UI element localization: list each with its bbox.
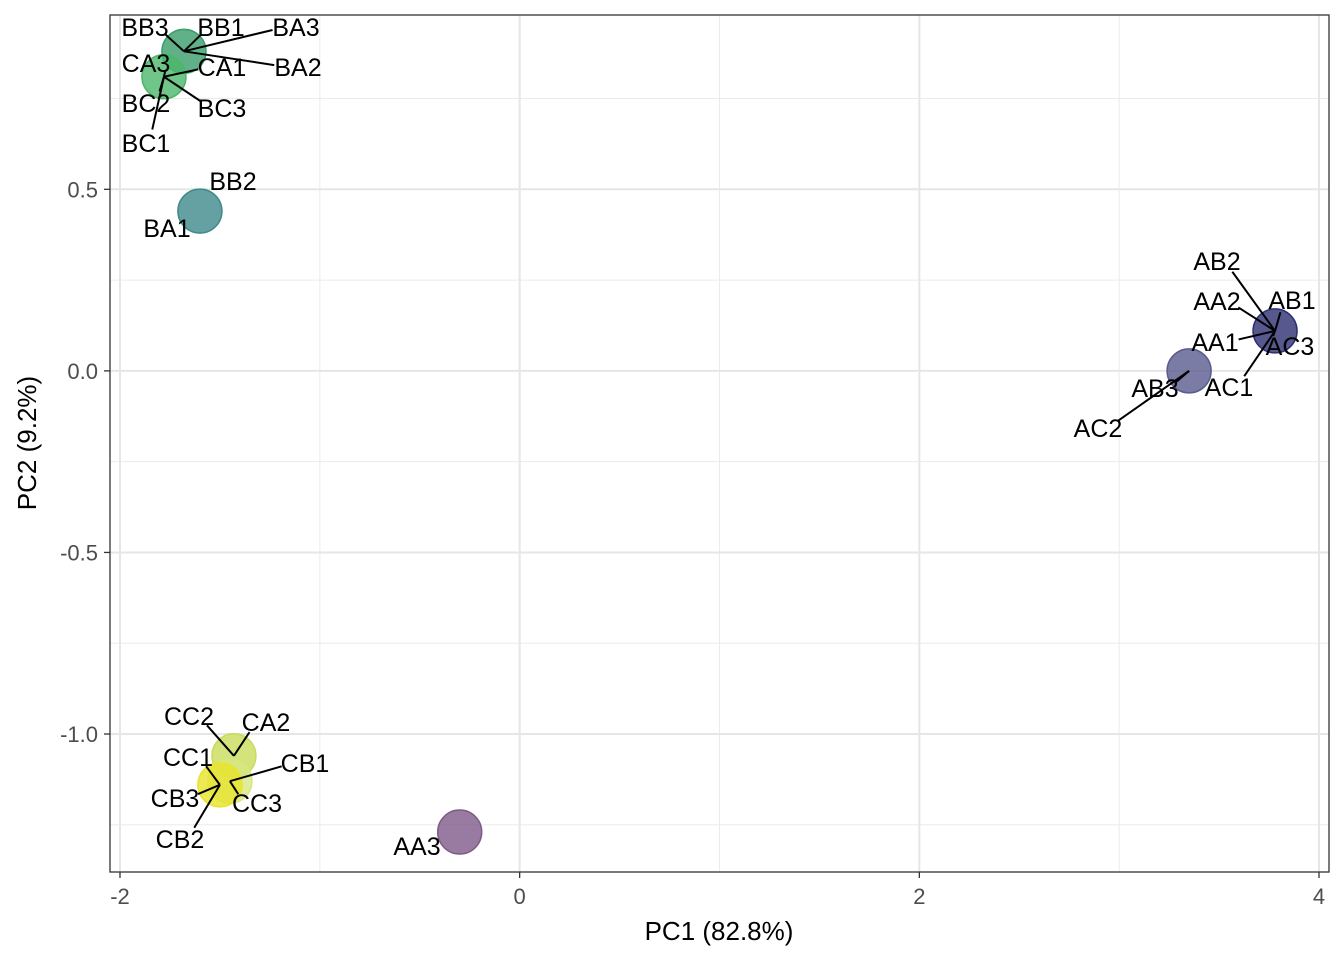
point-label-ac1: AC1	[1205, 374, 1254, 402]
point-label-cc2: CC2	[164, 703, 214, 731]
label-leader-line	[183, 28, 273, 53]
label-leader-line	[229, 780, 240, 795]
data-point	[436, 809, 483, 855]
point-label-ac2: AC2	[1074, 415, 1123, 443]
point-label-bc3: BC3	[198, 95, 247, 123]
label-leader-line	[1274, 311, 1282, 332]
point-label-aa1: AA1	[1191, 329, 1238, 357]
label-leader-line	[183, 50, 275, 67]
point-label-cc1: CC1	[163, 744, 213, 772]
label-leader-line	[183, 33, 202, 53]
data-point	[177, 188, 223, 234]
point-label-ab1: AB1	[1268, 287, 1315, 315]
panel-border	[109, 14, 1330, 873]
label-leader-line	[151, 76, 165, 130]
label-leader-line	[233, 731, 251, 757]
point-label-cb1: CB1	[281, 750, 330, 778]
label-leader-line	[1238, 329, 1276, 341]
point-label-bc1: BC1	[122, 130, 171, 158]
point-label-ca2: CA2	[242, 709, 291, 737]
y-tick-label: 0.0	[67, 359, 98, 384]
label-leader-lines	[151, 28, 1282, 829]
point-label-ab3: AB3	[1131, 375, 1178, 403]
point-label-bb1: BB1	[197, 14, 244, 42]
label-leader-line	[197, 783, 221, 795]
label-leader-line	[205, 765, 221, 786]
y-axis-ticks: -1.0 -0.5 0.0 0.5	[60, 177, 110, 747]
point-label-bb3: BB3	[121, 14, 168, 42]
point-label-aa3: AA3	[393, 833, 440, 861]
point-label-cb3: CB3	[151, 785, 200, 813]
x-tick-label: 2	[913, 884, 925, 909]
point-label-ca1: CA1	[198, 54, 247, 82]
minor-gridlines	[110, 15, 1329, 872]
x-tick-label: -2	[110, 884, 130, 909]
label-leader-line	[163, 75, 202, 103]
x-tick-label: 0	[514, 884, 526, 909]
y-tick-label: 0.5	[67, 177, 98, 202]
point-label-bb2: BB2	[209, 168, 256, 196]
point-label-ac3: AC3	[1266, 333, 1315, 361]
point-label-ab2: AB2	[1193, 248, 1240, 276]
label-leader-line	[1117, 370, 1190, 422]
point-labels: AB1 AB2 AA2 AC3 AA1 AC1 AB3 AC2 AA3 BB2 BA1 BB3 BB1 B…	[121, 14, 1315, 861]
y-tick-label: -1.0	[60, 722, 98, 747]
label-leader-line	[1237, 306, 1276, 332]
point-label-ca3: CA3	[122, 50, 171, 78]
data-points	[141, 28, 1298, 855]
y-axis-title: PC2 (9.2%)	[12, 376, 42, 510]
y-tick-label: -0.5	[60, 540, 98, 565]
x-axis-title: PC1 (82.8%)	[645, 916, 794, 946]
label-leader-line	[229, 765, 282, 783]
major-gridlines	[110, 15, 1329, 872]
x-axis-ticks: -2 0 2 4	[110, 872, 1325, 909]
label-leader-line	[1231, 271, 1276, 332]
point-label-ba2: BA2	[274, 54, 321, 82]
point-label-ba1: BA1	[143, 215, 190, 243]
point-label-ba3: BA3	[272, 14, 319, 42]
label-leader-line	[164, 33, 185, 53]
label-leader-line	[206, 724, 235, 757]
label-leader-line	[163, 68, 199, 78]
x-tick-label: 4	[1313, 884, 1325, 909]
point-label-cc3: CC3	[232, 790, 282, 818]
label-leader-line	[193, 784, 221, 829]
label-leader-line	[1243, 330, 1276, 377]
point-label-aa2: AA2	[1193, 288, 1240, 316]
point-label-cb2: CB2	[156, 826, 205, 854]
point-label-bc2: BC2	[122, 90, 171, 118]
